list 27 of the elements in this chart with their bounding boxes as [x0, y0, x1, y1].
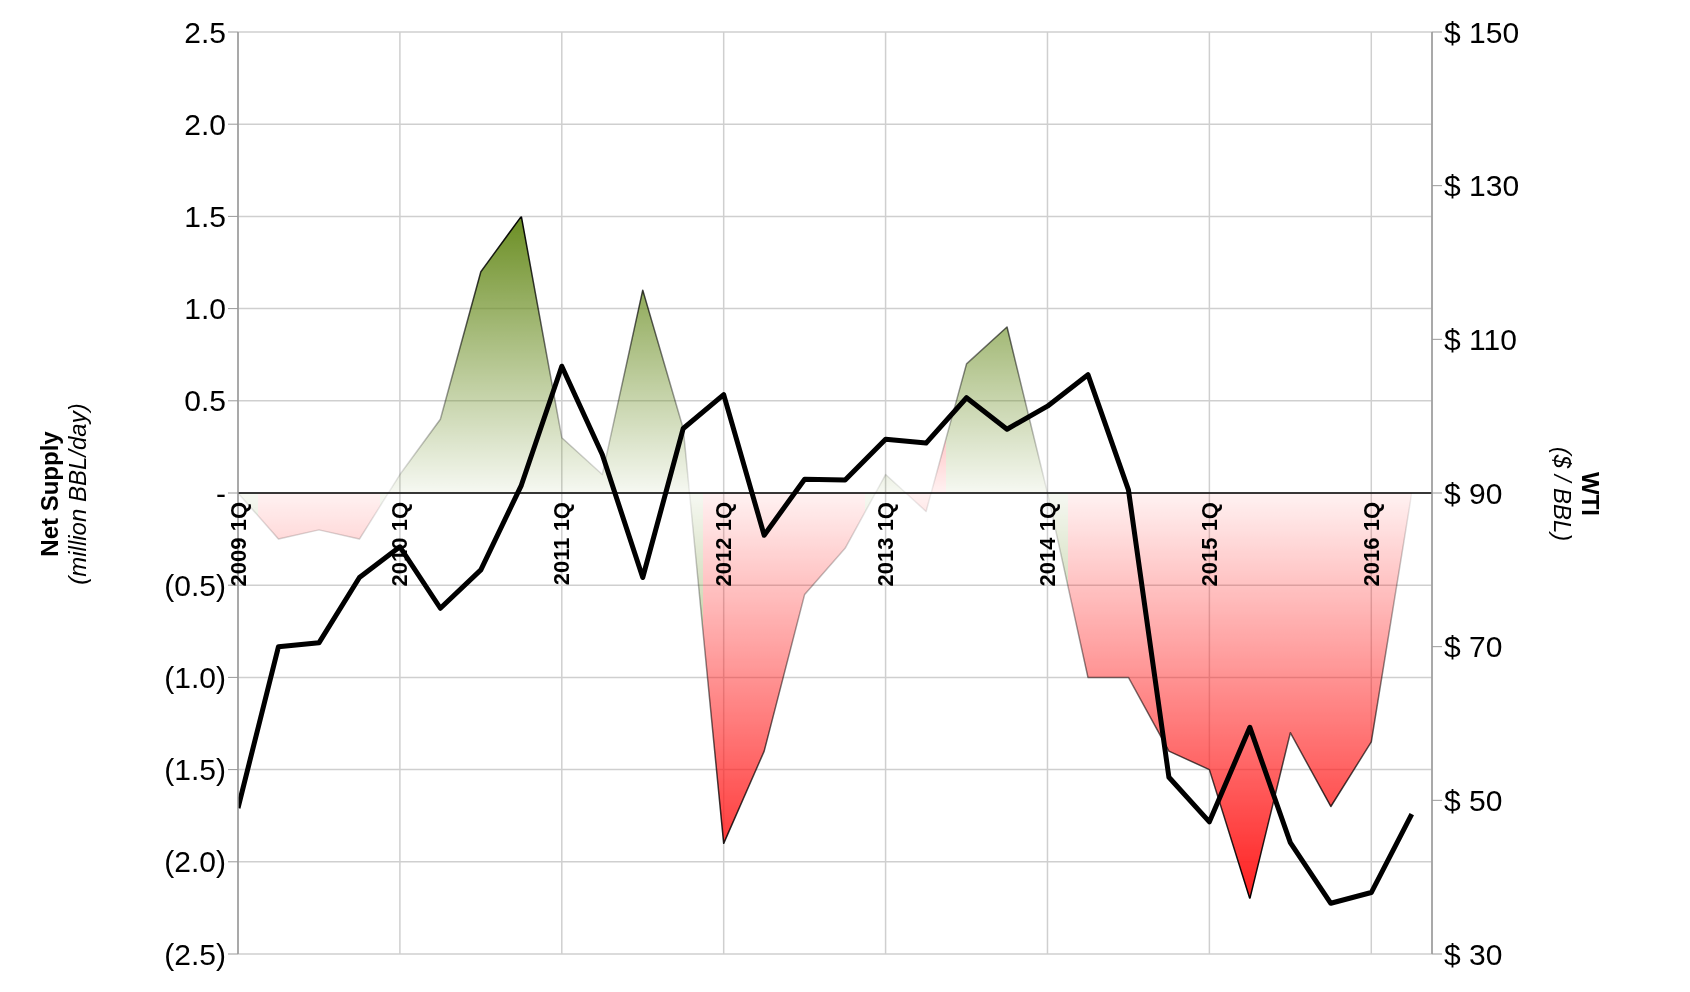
y-tick-label: 1.0 [184, 292, 226, 326]
y-tick-label: 2.5 [184, 15, 226, 49]
x-tick-label: 2014 1Q [1034, 502, 1060, 587]
y-tick-label: 0.5 [184, 384, 226, 418]
y2-tick-label: $ 150 [1444, 15, 1520, 49]
x-tick-label: 2012 1Q [711, 502, 737, 587]
y2-axis-title: WTI ($ / BBL) [1549, 446, 1604, 542]
x-tick-label: 2015 1Q [1196, 502, 1222, 587]
y-tick-label: (2.0) [164, 845, 226, 879]
y2-tick-label: $ 50 [1444, 783, 1503, 817]
y2-tick-label: $ 110 [1444, 322, 1517, 356]
y-tick-label: - [216, 476, 226, 510]
y2-tick-label: $ 90 [1444, 476, 1503, 510]
y-tick-label: 2.0 [184, 107, 226, 141]
y2-tick-label: $ 70 [1444, 630, 1503, 664]
y-tick-label: (1.0) [164, 661, 226, 695]
x-tick-label: 2009 1Q [225, 502, 251, 587]
y-tick-label: (0.5) [164, 568, 226, 602]
x-tick-label: 2016 1Q [1358, 502, 1384, 587]
x-tick-label: 2011 1Q [549, 502, 575, 586]
y2-tick-label: $ 30 [1444, 937, 1503, 971]
y-tick-label: (1.5) [164, 753, 226, 787]
y-tick-label: (2.5) [164, 937, 226, 971]
x-tick-label: 2013 1Q [873, 502, 899, 587]
y2-tick-label: $ 130 [1444, 169, 1520, 203]
y-tick-label: 1.5 [184, 200, 226, 234]
y-axis-title: Net Supply (million BBL/day) [36, 403, 91, 585]
